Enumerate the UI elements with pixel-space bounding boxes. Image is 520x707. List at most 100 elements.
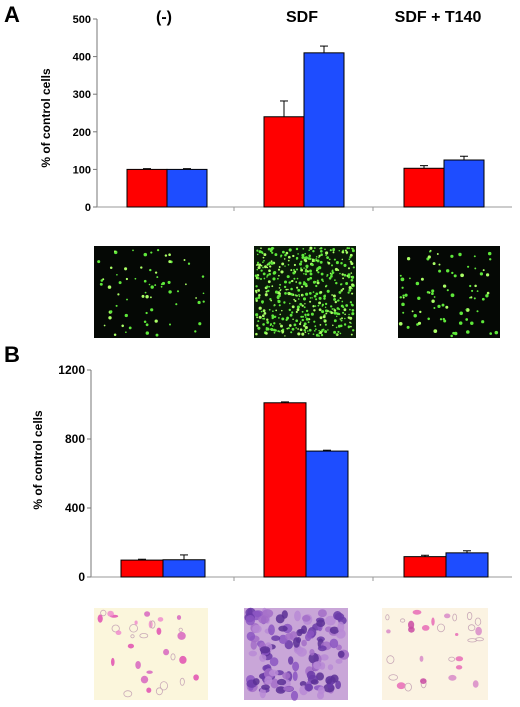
cell-dot <box>351 247 354 250</box>
cell-dot <box>334 300 337 304</box>
cell-dot <box>487 251 492 256</box>
cell-dot <box>97 260 101 264</box>
category-header-sdf: SDF <box>286 9 318 26</box>
cell-dot <box>143 320 147 324</box>
chart-panel-b: % of control cells 0 400 800 1200 <box>31 363 512 584</box>
cell-dot <box>342 249 345 252</box>
cell-dot <box>277 330 280 333</box>
cell-dot <box>281 330 285 334</box>
cell-dot <box>402 294 405 297</box>
cell-dot <box>304 326 308 330</box>
cell-dot <box>274 253 278 257</box>
cell-dot <box>202 292 205 295</box>
cell-dot <box>325 254 327 257</box>
stained-cell <box>159 681 168 691</box>
cell-dot <box>275 309 278 312</box>
cell-dot <box>278 317 280 319</box>
cell-dot <box>306 270 310 273</box>
cell-dot <box>341 317 343 320</box>
cell-dot <box>304 259 308 263</box>
cell-dot <box>349 321 351 324</box>
cell-dot <box>271 285 274 288</box>
cell-dot <box>115 304 118 307</box>
cell-dot <box>331 264 333 267</box>
cell-dot <box>349 308 351 311</box>
cell-dot <box>326 289 330 293</box>
cell-dot <box>329 249 332 252</box>
cell-dot <box>118 281 122 285</box>
cell-dot <box>350 278 354 282</box>
cell-dot <box>318 266 321 269</box>
cell-dot <box>103 324 106 327</box>
cell-dot <box>266 266 269 269</box>
cell-dot <box>291 305 295 309</box>
cell-dot <box>332 248 336 251</box>
cell-dot <box>325 251 329 255</box>
cell-dot <box>145 311 148 315</box>
cell-dot <box>277 299 280 302</box>
cell-dot <box>256 268 259 271</box>
stained-cell <box>248 650 257 657</box>
cell-dot <box>347 316 351 319</box>
cell-dot <box>273 304 276 307</box>
cell-dot <box>415 281 420 286</box>
cell-dot <box>255 313 259 317</box>
stained-cell <box>293 637 300 648</box>
cell-dot <box>145 323 149 327</box>
cell-dot <box>465 318 469 321</box>
cell-dot <box>305 317 309 321</box>
panel-b-letter: B <box>4 342 20 367</box>
cell-dot <box>473 255 476 258</box>
cell-dot <box>402 311 405 314</box>
cell-dot <box>400 277 405 282</box>
cell-dot <box>338 308 341 311</box>
cell-dot <box>273 315 277 318</box>
cell-dot <box>443 319 447 323</box>
cell-dot <box>312 333 315 336</box>
bar-series1-a-0 <box>126 168 168 208</box>
stained-cell <box>317 645 327 652</box>
cell-dot <box>307 332 310 335</box>
cell-dot <box>287 259 290 262</box>
cell-dot <box>125 277 129 281</box>
cell-dot <box>201 275 205 278</box>
cell-dot <box>406 325 410 329</box>
cell-dot <box>278 287 281 289</box>
cell-dot <box>342 287 345 290</box>
micrograph-row-b <box>94 607 488 701</box>
cell-dot <box>301 256 305 259</box>
stained-cell <box>304 683 314 692</box>
cell-dot <box>320 330 323 332</box>
cell-dot <box>145 295 149 299</box>
cell-dot <box>328 258 331 261</box>
cell-dot <box>256 263 259 266</box>
cell-dot <box>266 285 269 288</box>
cell-dot <box>342 277 345 280</box>
cell-dot <box>257 277 259 279</box>
cell-dot <box>303 324 306 327</box>
cell-dot <box>401 286 404 289</box>
cell-dot <box>293 263 296 267</box>
stained-cell <box>246 631 256 641</box>
cell-dot <box>315 258 318 260</box>
cell-dot <box>262 323 265 326</box>
stained-cell <box>259 646 271 654</box>
stained-cell <box>290 690 299 701</box>
cell-dot <box>324 309 328 313</box>
cell-dot <box>293 269 295 271</box>
cell-dot <box>113 333 117 336</box>
cell-dot <box>339 332 342 335</box>
stained-cell <box>285 633 294 640</box>
stained-cell <box>270 678 279 689</box>
cell-dot <box>432 262 436 266</box>
cell-dot <box>458 321 463 325</box>
stained-cell <box>337 650 345 658</box>
stained-cell <box>134 620 138 625</box>
cell-dot <box>331 294 333 296</box>
cell-dot <box>274 290 279 294</box>
cell-dot <box>267 262 271 266</box>
cell-dot <box>305 268 307 270</box>
cell-dot <box>295 319 299 323</box>
cell-dot <box>256 249 259 252</box>
cell-dot <box>283 258 286 260</box>
